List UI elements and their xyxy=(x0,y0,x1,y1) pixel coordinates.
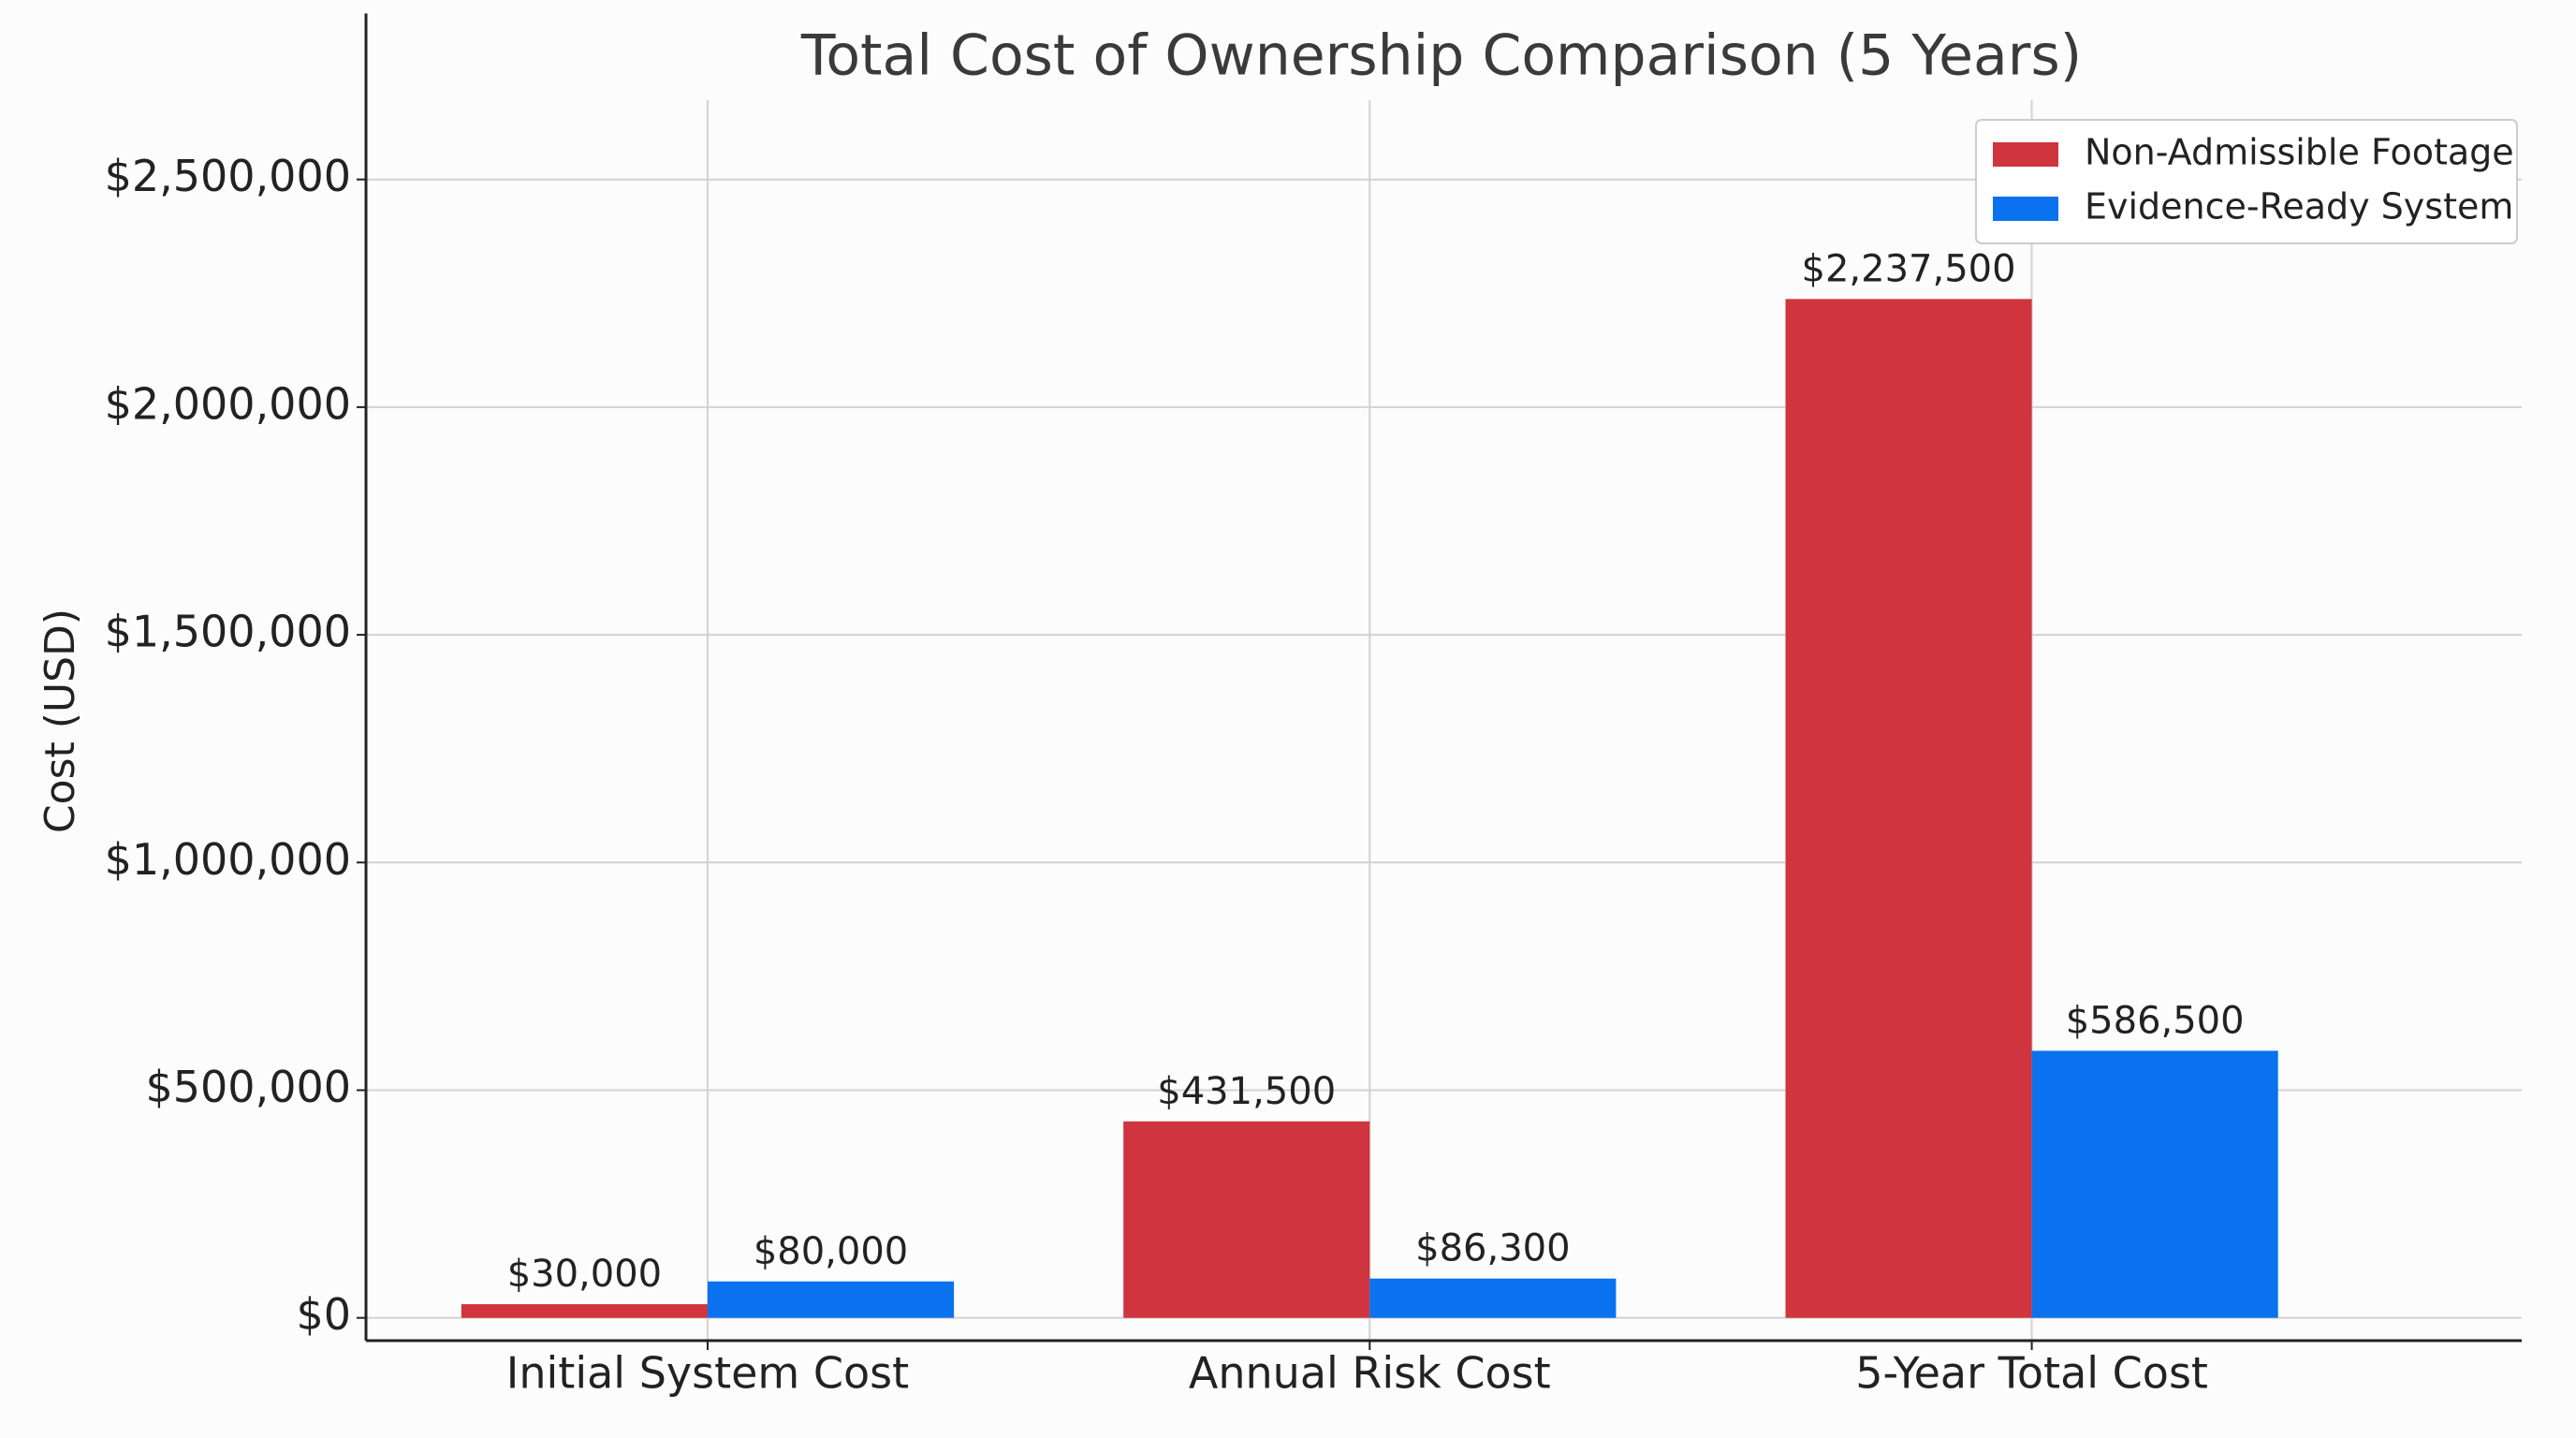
y-tick-label: $500,000 xyxy=(146,1062,352,1112)
y-axis-label: Cost (USD) xyxy=(37,609,84,833)
bar xyxy=(1369,1278,1617,1318)
legend-swatch xyxy=(1993,142,2058,167)
bar xyxy=(1123,1121,1370,1318)
y-tick-label: $2,500,000 xyxy=(105,151,351,201)
value-label: $86,300 xyxy=(1415,1227,1570,1270)
value-label: $431,500 xyxy=(1157,1070,1336,1113)
legend-box xyxy=(1975,119,2518,244)
value-label: $2,237,500 xyxy=(1802,247,2016,290)
y-tick-label: $1,000,000 xyxy=(105,834,351,885)
x-tick-label: Annual Risk Cost xyxy=(1189,1348,1551,1399)
value-label: $586,500 xyxy=(2066,999,2245,1042)
y-tick-label: $2,000,000 xyxy=(105,378,351,429)
legend-label: Evidence-Ready System xyxy=(2085,186,2513,227)
bar xyxy=(2031,1050,2278,1318)
bar xyxy=(461,1304,708,1318)
bar xyxy=(707,1281,955,1318)
legend-swatch xyxy=(1993,197,2058,221)
x-tick-label: 5-Year Total Cost xyxy=(1855,1348,2208,1399)
legend-label: Non-Admissible Footage xyxy=(2085,132,2514,173)
bar xyxy=(1785,299,2032,1318)
value-label: $30,000 xyxy=(507,1253,662,1296)
y-tick-label: $1,500,000 xyxy=(105,607,351,657)
chart-title: Total Cost of Ownership Comparison (5 Ye… xyxy=(800,23,2082,89)
y-tick-label: $0 xyxy=(296,1289,351,1340)
x-tick-label: Initial System Cost xyxy=(506,1348,909,1399)
value-label: $80,000 xyxy=(754,1230,908,1273)
